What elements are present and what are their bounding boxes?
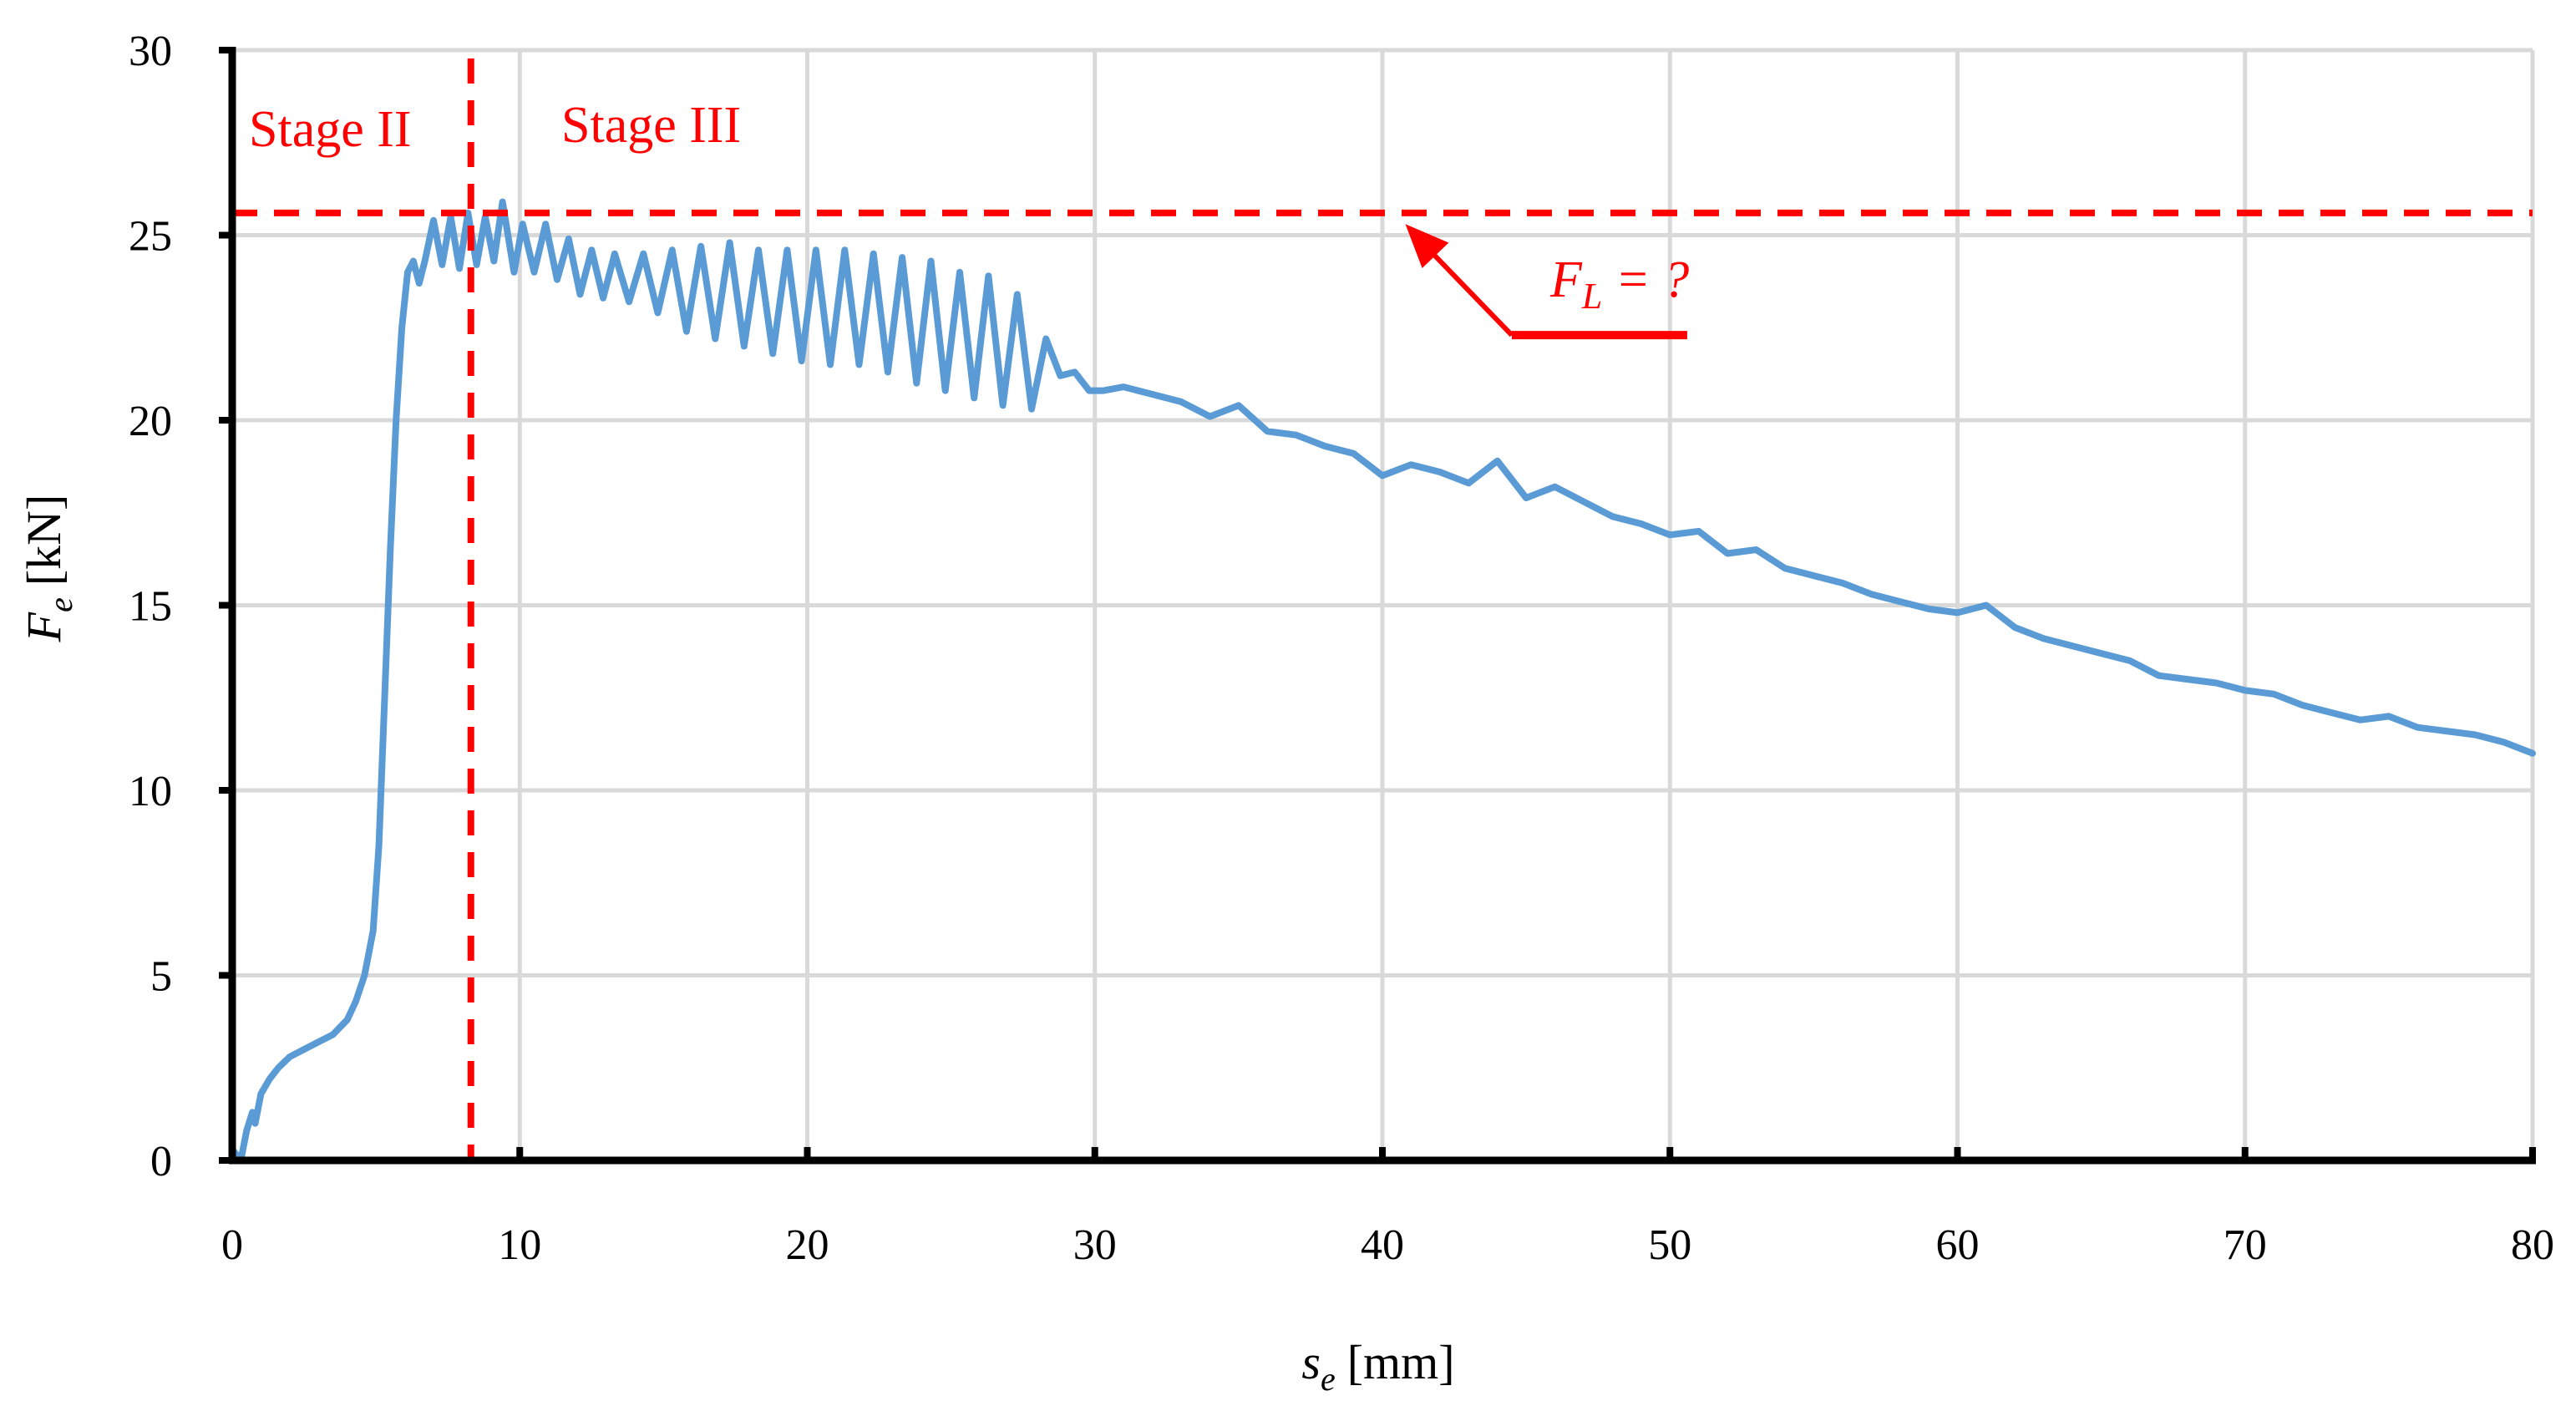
- x-tick-labels: 0 10 20 30 40 50 60 70 80: [221, 1221, 2554, 1269]
- x-axis-unit: [mm]: [1347, 1335, 1455, 1389]
- x-axis-symbol: s: [1301, 1335, 1321, 1389]
- x-axis-subscript: e: [1321, 1360, 1336, 1398]
- annotation-layer: [232, 58, 2533, 1160]
- y-tick-label: 10: [129, 768, 172, 815]
- limit-arrow-head: [1405, 224, 1449, 268]
- limit-force-symbol: F: [1549, 251, 1583, 308]
- y-tick-label: 15: [129, 583, 172, 631]
- x-tick-label: 60: [1936, 1221, 1980, 1269]
- x-tick-label: 10: [498, 1221, 541, 1269]
- x-tick-label: 20: [786, 1221, 829, 1269]
- y-tick-label: 30: [129, 28, 172, 75]
- limit-force-label: FL = ?: [1549, 251, 1689, 317]
- x-tick-label: 80: [2511, 1221, 2554, 1269]
- x-tick-label: 50: [1648, 1221, 1691, 1269]
- grid-horizontal: [232, 48, 2533, 977]
- y-tick-label: 25: [129, 213, 172, 261]
- x-tick-label: 0: [221, 1221, 243, 1269]
- x-axis-title: se [mm]: [1301, 1335, 1454, 1398]
- limit-arrow-shaft: [1418, 239, 1514, 338]
- stage-iii-label: Stage III: [561, 97, 741, 154]
- y-tick-labels: 0 5 10 15 20 25 30: [129, 28, 172, 1185]
- axis-layer: [219, 47, 2536, 1165]
- y-axis-subscript: e: [42, 597, 79, 612]
- y-axis-symbol: F: [17, 612, 71, 642]
- limit-force-subscript: L: [1581, 276, 1602, 317]
- stage-ii-label: Stage II: [249, 101, 412, 158]
- x-tick-label: 40: [1361, 1221, 1404, 1269]
- x-tick-label: 30: [1073, 1221, 1117, 1269]
- series-layer: [229, 198, 2536, 1164]
- y-axis-unit: [kN]: [17, 495, 71, 586]
- x-tick-label: 70: [2224, 1221, 2267, 1269]
- y-axis-title: Fe [kN]: [17, 495, 79, 643]
- y-tick-label: 5: [150, 953, 172, 1001]
- limit-force-rest: = ?: [1602, 251, 1689, 308]
- series-line-Fe: [229, 198, 2536, 1164]
- y-tick-label: 20: [129, 398, 172, 445]
- y-tick-label: 0: [150, 1138, 172, 1185]
